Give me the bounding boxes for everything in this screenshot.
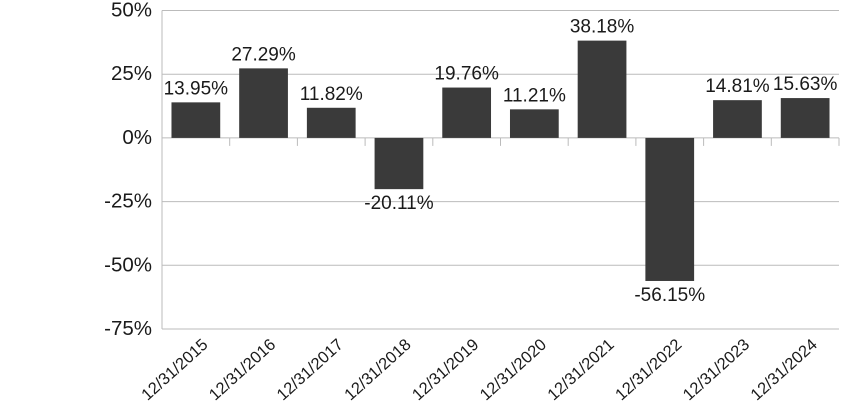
- svg-text:12/31/2021: 12/31/2021: [544, 336, 617, 405]
- svg-text:12/31/2018: 12/31/2018: [341, 336, 414, 405]
- svg-text:12/31/2020: 12/31/2020: [477, 336, 550, 405]
- svg-text:12/31/2023: 12/31/2023: [680, 336, 753, 405]
- svg-text:12/31/2019: 12/31/2019: [409, 336, 482, 405]
- svg-text:-20.11%: -20.11%: [364, 193, 433, 214]
- svg-text:11.82%: 11.82%: [300, 84, 363, 105]
- svg-text:50%: 50%: [111, 0, 152, 22]
- svg-text:38.18%: 38.18%: [570, 17, 635, 38]
- svg-text:13.95%: 13.95%: [164, 78, 229, 99]
- svg-text:12/31/2016: 12/31/2016: [206, 336, 279, 405]
- svg-text:0%: 0%: [122, 126, 152, 149]
- svg-text:-56.15%: -56.15%: [634, 285, 705, 306]
- svg-text:-75%: -75%: [104, 317, 152, 340]
- svg-text:19.76%: 19.76%: [434, 64, 499, 85]
- svg-text:27.29%: 27.29%: [231, 44, 296, 65]
- svg-text:12/31/2024: 12/31/2024: [747, 336, 820, 405]
- svg-text:12/31/2015: 12/31/2015: [138, 336, 211, 405]
- svg-text:25%: 25%: [111, 62, 152, 85]
- svg-text:-25%: -25%: [104, 190, 152, 213]
- svg-text:-50%: -50%: [104, 253, 152, 276]
- svg-text:12/31/2022: 12/31/2022: [612, 336, 685, 405]
- svg-text:12/31/2017: 12/31/2017: [274, 336, 347, 405]
- svg-text:11.21%: 11.21%: [503, 85, 566, 106]
- svg-text:15.63%: 15.63%: [773, 74, 838, 95]
- svg-text:14.81%: 14.81%: [705, 76, 770, 97]
